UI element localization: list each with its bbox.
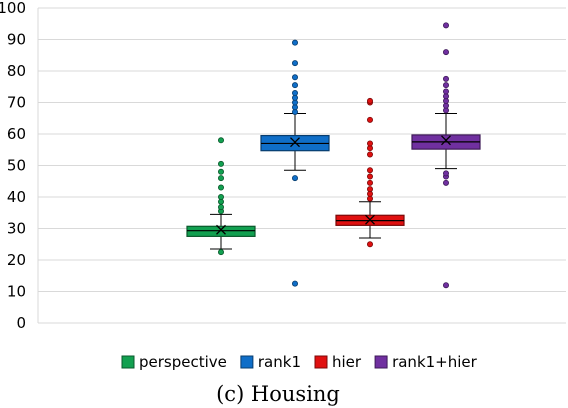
outlier-point <box>291 175 298 182</box>
outlier-point <box>442 179 449 186</box>
outlier-point <box>366 140 373 147</box>
outlier-point <box>291 280 298 287</box>
outlier-point <box>217 137 224 144</box>
box-rect <box>186 225 256 237</box>
outlier-point <box>366 186 373 193</box>
legend-item: hier <box>314 353 362 371</box>
legend-swatch <box>314 355 328 369</box>
legend-swatch <box>374 355 388 369</box>
legend-swatch <box>240 355 254 369</box>
outlier-point <box>291 90 298 97</box>
legend-swatch <box>121 355 135 369</box>
outlier-point <box>442 75 449 82</box>
y-tick-label: 10 <box>7 283 26 301</box>
y-tick-label: 90 <box>7 31 26 49</box>
y-tick-label: 80 <box>7 62 26 80</box>
y-axis: 0 10 20 30 40 50 60 70 80 90 100 <box>0 0 39 332</box>
outlier-point <box>217 160 224 167</box>
outlier-point <box>366 179 373 186</box>
legend-item: rank1+hier <box>374 353 478 371</box>
outlier-point <box>442 282 449 289</box>
legend-label: rank1+hier <box>392 353 478 371</box>
outlier-point <box>217 168 224 175</box>
outlier-point <box>366 167 373 174</box>
outlier-point <box>366 173 373 180</box>
legend-item: rank1 <box>240 353 301 371</box>
legend-label: hier <box>332 353 362 371</box>
outlier-point <box>366 97 373 104</box>
box-plots <box>186 22 481 289</box>
box-rank1 <box>260 39 330 287</box>
y-tick-label: 60 <box>7 125 26 143</box>
outlier-point <box>442 170 449 177</box>
mean-marker <box>441 135 451 146</box>
legend-item: perspective <box>121 353 227 371</box>
y-tick-label: 0 <box>16 314 26 332</box>
figure-caption: (c) Housing <box>216 382 340 406</box>
outlier-point <box>291 74 298 81</box>
legend: perspective rank1 hier rank1+hier <box>121 353 478 371</box>
outlier-point <box>217 175 224 182</box>
outlier-point <box>291 60 298 67</box>
mean-marker <box>216 224 226 235</box>
legend-label: rank1 <box>258 353 301 371</box>
outlier-point <box>217 204 224 211</box>
outlier-point <box>366 241 373 248</box>
box-rank1-hier <box>411 22 481 289</box>
outlier-point <box>291 82 298 89</box>
outlier-point <box>217 184 224 191</box>
outlier-point <box>442 49 449 56</box>
outlier-point <box>442 88 449 95</box>
outlier-point <box>442 82 449 89</box>
gridlines <box>38 7 566 324</box>
mean-marker <box>290 137 300 148</box>
mean-marker <box>365 214 375 225</box>
outlier-point <box>217 249 224 256</box>
y-tick-label: 50 <box>7 157 26 175</box>
y-tick-label: 70 <box>7 94 26 112</box>
y-tick-label: 20 <box>7 251 26 269</box>
y-tick-label: 100 <box>0 0 26 17</box>
outlier-point <box>217 193 224 200</box>
outlier-point <box>366 116 373 123</box>
y-tick-label: 30 <box>7 220 26 238</box>
outlier-point <box>366 151 373 158</box>
outlier-point <box>291 39 298 46</box>
box-hier <box>335 97 405 248</box>
box-perspective <box>186 137 256 256</box>
y-tick-label: 40 <box>7 188 26 206</box>
legend-label: perspective <box>139 353 227 371</box>
outlier-point <box>442 22 449 29</box>
